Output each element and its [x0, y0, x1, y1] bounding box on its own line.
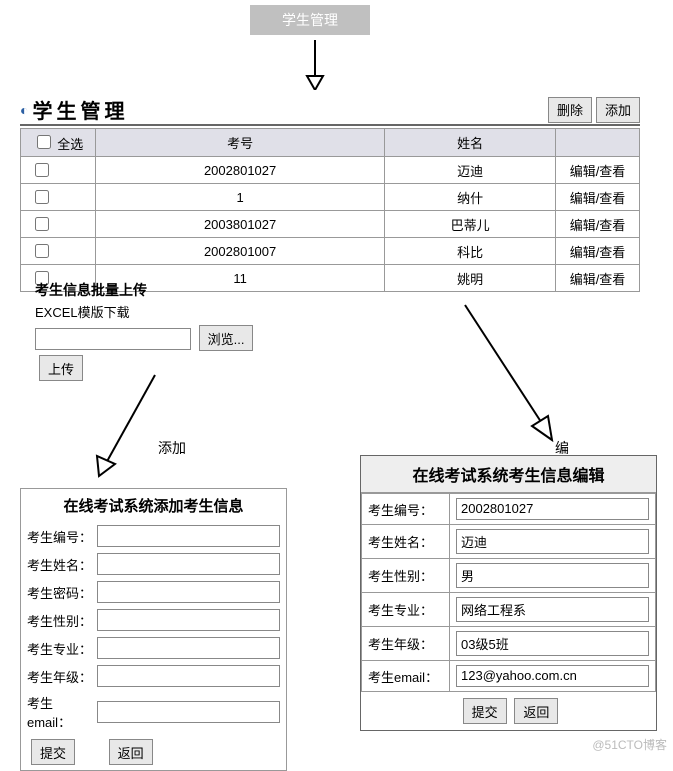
- evalue-name[interactable]: 迈迪: [456, 529, 649, 554]
- input-grade[interactable]: [97, 665, 280, 687]
- top-menu-button[interactable]: 学生管理: [250, 5, 370, 35]
- input-email[interactable]: [97, 701, 280, 723]
- arrow-down-icon: [300, 40, 330, 90]
- excel-template-link[interactable]: EXCEL模版下载: [35, 302, 315, 321]
- watermark: @51CTO博客: [592, 736, 667, 753]
- cell-name: 姚明: [385, 265, 556, 292]
- add-form-panel: 在线考试系统添加考生信息 考生编号： 考生姓名： 考生密码： 考生性别： 考生专…: [20, 488, 287, 771]
- label-no: 考生编号：: [27, 527, 97, 546]
- row-checkbox[interactable]: [35, 244, 49, 258]
- edit-submit-button[interactable]: 提交: [463, 698, 507, 724]
- row-checkbox[interactable]: [35, 217, 49, 231]
- label-major: 考生专业：: [27, 639, 97, 658]
- edit-view-link[interactable]: 编辑/查看: [570, 272, 626, 287]
- add-form-title: 在线考试系统添加考生信息: [21, 489, 286, 522]
- input-sex[interactable]: [97, 609, 280, 631]
- label-sex: 考生性别：: [27, 611, 97, 630]
- evalue-sex[interactable]: 男: [456, 563, 649, 588]
- panel-header: ◐ 学生管理 删除 添加: [20, 95, 640, 126]
- upload-title: 考生信息批量上传: [35, 280, 315, 300]
- row-checkbox[interactable]: [35, 163, 49, 177]
- evalue-email[interactable]: 123@yahoo.com.cn: [456, 665, 649, 687]
- elabel-sex: 考生性别：: [362, 559, 450, 593]
- browse-button[interactable]: 浏览...: [199, 325, 254, 351]
- add-button[interactable]: 添加: [596, 97, 640, 123]
- cell-name: 科比: [385, 238, 556, 265]
- cell-id: 2002801007: [96, 238, 385, 265]
- elabel-email: 考生email：: [362, 661, 450, 692]
- input-major[interactable]: [97, 637, 280, 659]
- input-name[interactable]: [97, 553, 280, 575]
- table-row: 2002801027迈迪编辑/查看: [21, 157, 640, 184]
- label-pwd: 考生密码：: [27, 583, 97, 602]
- bullet-icon: ◐: [20, 102, 28, 118]
- back-button[interactable]: 返回: [109, 739, 153, 765]
- edit-view-link[interactable]: 编辑/查看: [570, 164, 626, 179]
- cell-id: 2003801027: [96, 211, 385, 238]
- edit-back-button[interactable]: 返回: [514, 698, 558, 724]
- label-name: 考生姓名：: [27, 555, 97, 574]
- student-table: 全选 考号 姓名 2002801027迈迪编辑/查看 1纳什编辑/查看 2003…: [20, 128, 640, 292]
- edit-form-title: 在线考试系统考生信息编辑: [361, 456, 656, 493]
- edit-view-link[interactable]: 编辑/查看: [570, 245, 626, 260]
- edit-form-panel: 在线考试系统考生信息编辑 考生编号： 2002801027 考生姓名：迈迪 考生性…: [360, 455, 657, 731]
- select-all-checkbox[interactable]: [37, 135, 51, 149]
- cell-name: 巴蒂儿: [385, 211, 556, 238]
- elabel-no: 考生编号：: [362, 494, 450, 525]
- cell-name: 纳什: [385, 184, 556, 211]
- elabel-name: 考生姓名：: [362, 525, 450, 559]
- select-all-label: 全选: [57, 137, 83, 152]
- label-email: 考生email：: [27, 693, 97, 731]
- table-row: 2003801027巴蒂儿编辑/查看: [21, 211, 640, 238]
- add-label: 添加: [158, 438, 186, 458]
- evalue-grade[interactable]: 03级5班: [456, 631, 649, 656]
- arrow-to-edit-icon: [450, 300, 570, 450]
- file-path-input[interactable]: [35, 328, 191, 350]
- student-manage-panel: ◐ 学生管理 删除 添加 全选 考号 姓名 2002801027迈迪编辑/查看 …: [20, 95, 640, 292]
- col-id: 考号: [96, 129, 385, 157]
- page-title: 学生管理: [32, 95, 128, 124]
- cell-id: 2002801027: [96, 157, 385, 184]
- arrow-to-add-icon: [85, 370, 175, 480]
- table-header-row: 全选 考号 姓名: [21, 129, 640, 157]
- elabel-major: 考生专业：: [362, 593, 450, 627]
- edit-view-link[interactable]: 编辑/查看: [570, 191, 626, 206]
- upload-panel: 考生信息批量上传 EXCEL模版下载 浏览... 上传: [35, 280, 315, 381]
- evalue-no[interactable]: 2002801027: [456, 498, 649, 520]
- cell-id: 1: [96, 184, 385, 211]
- table-row: 2002801007科比编辑/查看: [21, 238, 640, 265]
- submit-button[interactable]: 提交: [31, 739, 75, 765]
- upload-button[interactable]: 上传: [39, 355, 83, 381]
- input-no[interactable]: [97, 525, 280, 547]
- col-name: 姓名: [385, 129, 556, 157]
- edit-view-link[interactable]: 编辑/查看: [570, 218, 626, 233]
- delete-button[interactable]: 删除: [548, 97, 592, 123]
- input-pwd[interactable]: [97, 581, 280, 603]
- elabel-grade: 考生年级：: [362, 627, 450, 661]
- top-menu-label: 学生管理: [282, 10, 338, 30]
- cell-name: 迈迪: [385, 157, 556, 184]
- table-row: 1纳什编辑/查看: [21, 184, 640, 211]
- row-checkbox[interactable]: [35, 190, 49, 204]
- evalue-major[interactable]: 网络工程系: [456, 597, 649, 622]
- label-grade: 考生年级：: [27, 667, 97, 686]
